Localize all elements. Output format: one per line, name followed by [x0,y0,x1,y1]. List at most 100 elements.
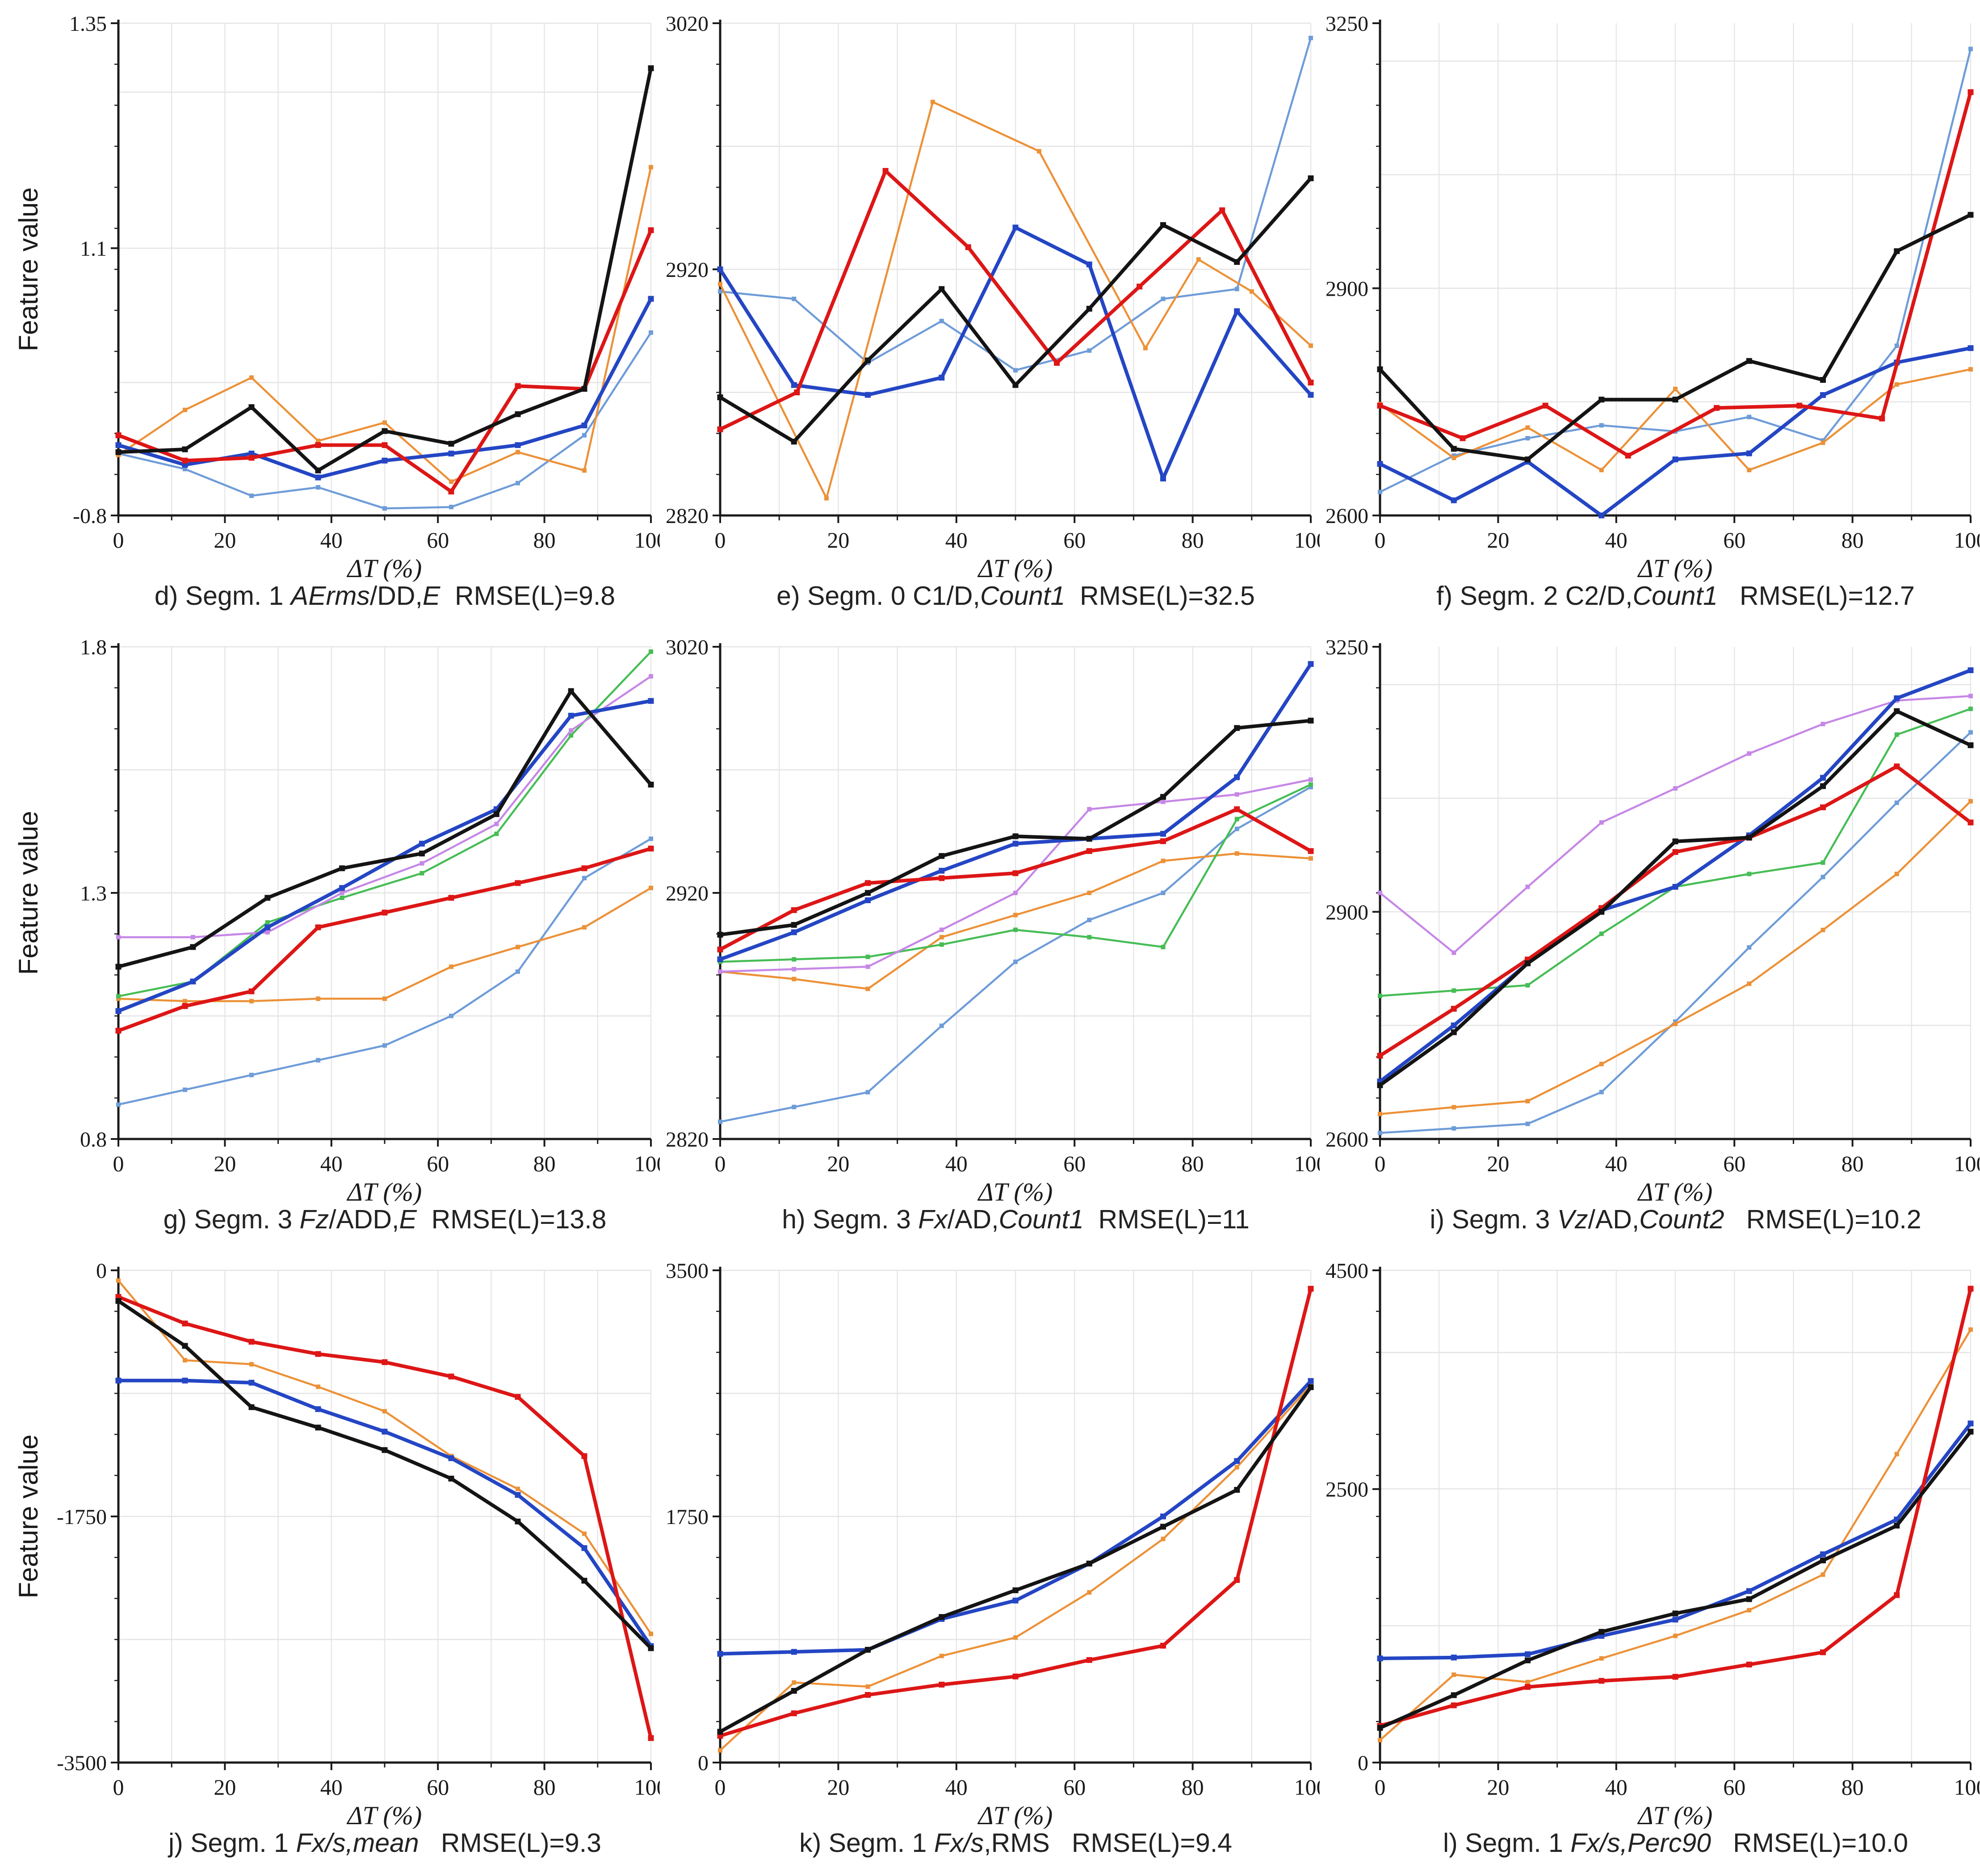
x-tick-label: 40 [320,1151,343,1176]
data-point-marker [1309,785,1313,790]
data-point-marker [1968,1327,1973,1332]
x-tick-label: 60 [427,1775,449,1800]
data-point-marker [419,850,425,857]
data-point-marker [1796,402,1803,409]
series-orange [1378,799,1973,1117]
data-point-marker [1012,1597,1019,1604]
line-chart-d: 0 20 40 60 80 100 ΔT (%) 1.35 1.1 -0.8 Feature val… [13,12,660,582]
data-point-marker [1968,799,1973,804]
data-point-marker [717,266,723,272]
data-point-marker [1086,848,1092,854]
caption-text: l) Segm. 1 [1443,1828,1571,1858]
data-point-marker [649,1631,653,1636]
x-tick-label: 0 [1375,528,1386,553]
y-tick-label: 2600 [1326,504,1368,528]
data-point-marker [115,449,122,455]
x-tick-label: 80 [533,1775,556,1800]
caption-text: /AD, [1588,1205,1640,1234]
data-point-marker [1525,425,1530,430]
y-tick-label: 2900 [1326,277,1368,301]
data-point-marker [792,1105,797,1110]
data-point-marker [939,1654,944,1658]
data-point-marker [1451,446,1457,452]
data-point-marker [1525,456,1531,463]
data-point-marker [1672,1616,1678,1623]
data-point-marker [939,1614,945,1620]
data-point-marker [516,481,520,486]
data-point-marker [382,457,388,464]
data-point-marker [265,930,270,935]
data-point-marker [1598,397,1605,403]
data-point-marker [1967,742,1974,748]
chart-caption-j: j) Segm. 1 Fx/s,mean RMSE(L)=9.3 [0,1829,660,1858]
data-point-marker [1525,1657,1531,1663]
data-point-marker [1160,831,1166,837]
data-point-marker [248,1339,255,1345]
gridlines [1380,23,1972,516]
x-tick-label: 80 [1842,1151,1864,1176]
series-lightblue [116,836,653,1107]
data-point-marker [1451,1029,1457,1035]
x-axis-title: ΔT (%) [1637,1177,1713,1205]
data-point-marker [865,1684,870,1689]
data-point-marker [182,1378,188,1384]
y-tick-label: 4500 [1326,1259,1368,1283]
data-point-marker [1012,870,1019,876]
data-point-marker [865,897,871,904]
data-point-marker [1451,497,1457,503]
data-point-marker [1894,763,1900,770]
y-tick-label: 1.1 [80,237,107,261]
series-lightblue [718,785,1313,1124]
data-point-marker [569,733,574,738]
data-point-marker [1821,860,1825,865]
data-point-marker [649,836,653,841]
x-tick-label: 20 [1487,1775,1509,1800]
data-point-marker [718,1748,722,1753]
data-point-marker [1160,222,1166,228]
line-chart-i: 0 20 40 60 80 100 ΔT (%) 3250 2900 2600 [1326,636,1980,1205]
data-point-marker [340,891,344,895]
data-point-marker [1894,800,1899,805]
data-point-marker [1160,1524,1166,1530]
data-point-marker [582,875,587,880]
caption-feature-name: Fx [918,1205,948,1234]
gridlines [1380,647,1972,1140]
data-point-marker [649,885,653,890]
x-tick-label: 20 [214,1151,236,1176]
caption-feature-name: Count1 [998,1205,1084,1234]
data-point-marker [649,674,653,679]
data-point-marker [1143,346,1148,351]
data-point-marker [1087,935,1092,940]
data-point-marker [1161,1537,1166,1541]
x-tick-label: 80 [533,1151,556,1176]
data-point-marker [1673,786,1678,791]
series-violet [116,674,653,940]
x-tick-label: 80 [1182,528,1204,553]
x-axis: 0 20 40 60 80 100 ΔT (%) [1375,1139,1980,1205]
data-point-marker [1013,913,1018,917]
x-tick-label: 40 [945,1151,968,1176]
data-point-marker [824,496,829,501]
data-point-marker [1599,1062,1604,1067]
data-point-marker [315,1406,321,1412]
data-point-marker [1451,1005,1457,1012]
data-point-marker [183,1087,187,1092]
data-point-marker [264,924,271,930]
data-point-marker [1234,806,1240,812]
data-point-marker [717,1729,723,1735]
x-axis-title: ΔT (%) [977,554,1053,582]
data-point-marker [1086,1560,1092,1566]
data-point-marker [1525,1679,1530,1684]
data-point-marker [1012,841,1019,847]
data-point-marker [1967,212,1974,218]
data-point-marker [792,967,797,972]
caption-text: RMSE(L)=9.4 [1049,1828,1232,1858]
data-point-marker [1451,1126,1456,1131]
data-point-marker [1967,667,1974,674]
data-point-marker [1672,849,1678,855]
data-point-marker [1451,988,1456,993]
data-point-marker [1036,149,1041,154]
caption-text: RMSE(L)=10.2 [1724,1205,1921,1234]
data-point-marker [249,493,254,498]
